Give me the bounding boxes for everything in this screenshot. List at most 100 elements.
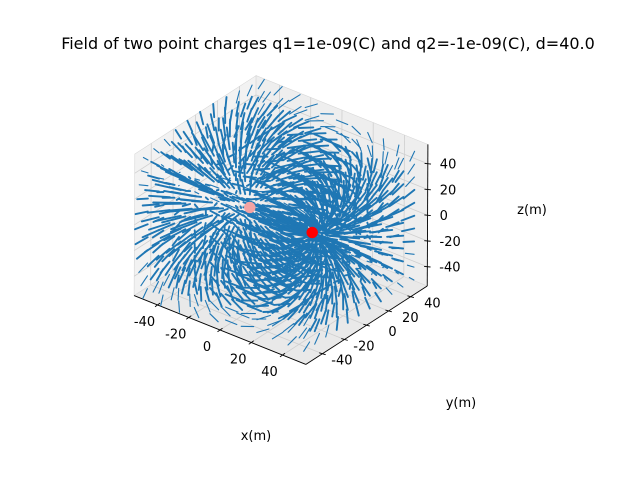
field-arrow xyxy=(234,190,238,195)
field-arrow xyxy=(275,140,293,144)
field-arrow xyxy=(320,309,327,325)
chart-title: Field of two point charges q1=1e-09(C) a… xyxy=(61,34,595,53)
field-arrow xyxy=(401,227,416,233)
field-arrow xyxy=(246,266,272,278)
field-arrow xyxy=(250,107,260,124)
field-arrow xyxy=(336,247,360,266)
field-arrow xyxy=(175,274,180,289)
field-arrow xyxy=(288,130,305,141)
field-arrow xyxy=(359,276,363,283)
field-arrow xyxy=(247,176,263,184)
field-arrow xyxy=(152,281,160,293)
field-arrow xyxy=(148,222,171,231)
field-arrow xyxy=(340,277,349,298)
field-arrow xyxy=(209,155,214,165)
field-arrow xyxy=(255,172,266,188)
field-arrow xyxy=(335,262,349,286)
field-arrow xyxy=(271,120,286,130)
field-arrow xyxy=(325,220,330,227)
field-arrow xyxy=(288,228,298,233)
field-arrow xyxy=(170,287,175,301)
field-arrow xyxy=(211,143,215,153)
field-arrow xyxy=(271,317,285,327)
field-arrow xyxy=(236,312,250,319)
field-arrow xyxy=(341,259,356,278)
field-arrow xyxy=(293,132,312,142)
field-arrow xyxy=(305,200,316,214)
field-arrow xyxy=(305,213,317,226)
field-arrow xyxy=(213,202,218,207)
field-arrow xyxy=(189,163,192,166)
field-arrow xyxy=(333,285,338,306)
field-arrow xyxy=(209,167,225,184)
field-arrow xyxy=(209,313,219,323)
field-arrow xyxy=(331,244,350,260)
field-arrow xyxy=(249,135,261,145)
grid-line-z-left xyxy=(134,94,257,174)
field-arrow xyxy=(171,235,180,247)
field-arrow xyxy=(193,306,200,319)
field-arrow xyxy=(324,294,329,313)
field-arrow xyxy=(194,207,225,211)
field-arrow xyxy=(220,202,233,210)
field-arrow xyxy=(225,190,238,197)
field-arrow xyxy=(176,233,193,246)
field-arrow xyxy=(313,318,321,333)
field-arrow xyxy=(231,234,242,251)
field-arrow xyxy=(271,279,289,289)
field-arrow xyxy=(140,216,160,223)
field-arrow xyxy=(199,110,205,126)
field-arrow xyxy=(273,273,300,281)
field-arrow xyxy=(194,178,201,181)
field-arrow xyxy=(298,327,308,339)
field-arrow xyxy=(404,252,415,255)
z-tick-label: 40 xyxy=(440,158,457,173)
field-arrow xyxy=(340,132,351,144)
field-arrow xyxy=(218,207,229,213)
field-arrow xyxy=(240,248,262,254)
field-arrow xyxy=(219,198,226,202)
field-arrow xyxy=(351,290,356,304)
field-arrow xyxy=(224,267,243,276)
field-arrow xyxy=(331,271,338,293)
field-arrow xyxy=(277,110,291,123)
field-arrow xyxy=(304,140,323,148)
field-arrow xyxy=(303,268,312,276)
field-arrow xyxy=(347,185,356,203)
field-arrow xyxy=(257,233,284,245)
field-arrow xyxy=(369,228,394,234)
field-arrow xyxy=(374,171,383,185)
field-arrow xyxy=(333,178,338,204)
field-arrow xyxy=(163,228,187,242)
field-arrow xyxy=(282,249,301,256)
field-arrow xyxy=(331,186,336,200)
x-tick-label-mark xyxy=(186,315,192,320)
field-arrow xyxy=(349,159,353,176)
field-arrow xyxy=(164,261,176,276)
field-arrow xyxy=(161,215,187,224)
field-arrow xyxy=(266,149,284,168)
field-arrow xyxy=(287,308,299,321)
field-arrow xyxy=(184,267,191,285)
field-arrow xyxy=(138,262,149,274)
field-arrow xyxy=(314,260,321,268)
x-tick-label: -20 xyxy=(165,328,186,343)
field-arrow xyxy=(271,258,289,263)
field-arrow xyxy=(287,262,300,269)
field-arrow xyxy=(258,168,276,177)
field-arrow xyxy=(239,205,243,209)
field-arrow xyxy=(170,140,183,153)
field-arrow xyxy=(313,304,321,320)
field-arrow xyxy=(178,241,191,257)
field-arrow xyxy=(347,172,352,192)
field-arrow xyxy=(236,196,253,204)
field-arrow xyxy=(314,269,320,281)
field-arrow xyxy=(364,255,378,264)
field-arrow xyxy=(168,186,187,192)
field-arrow xyxy=(164,207,193,212)
field-arrow xyxy=(339,192,345,208)
field-arrow xyxy=(402,240,416,243)
field-arrow xyxy=(224,293,241,301)
field-arrow xyxy=(340,257,360,278)
